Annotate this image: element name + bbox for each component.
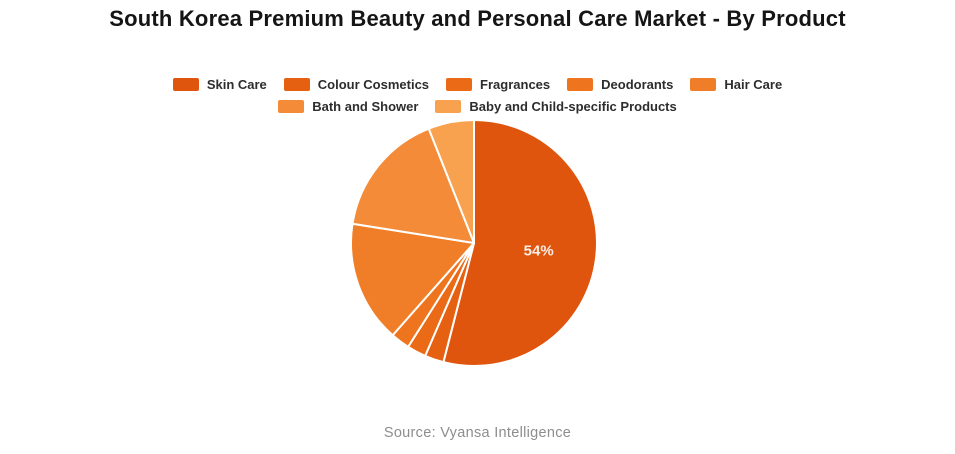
source-text: Source: Vyansa Intelligence <box>383 425 572 441</box>
legend-item-bath-and-shower[interactable]: Bath and Shower <box>278 99 418 114</box>
chart-title: South Korea Premium Beauty and Personal … <box>109 6 846 31</box>
legend-swatch-skin-care-icon <box>172 78 199 91</box>
legend-swatch-colour-cosmetics-icon <box>283 78 310 91</box>
legend-label-bath-and-shower: Bath and Shower <box>312 99 419 114</box>
legend-swatch-bath-and-shower-icon <box>278 100 305 113</box>
legend-label-baby-and-child-specific-products: Baby and Child-specific Products <box>469 99 677 114</box>
legend-item-fragrances[interactable]: Fragrances <box>446 77 550 92</box>
pie-slice-baby-and-child-specific-products[interactable] <box>427 119 475 244</box>
legend-label-fragrances: Fragrances <box>480 77 551 92</box>
legend-label-skin-care: Skin Care <box>206 77 267 92</box>
legend-item-deodorants[interactable]: Deodorants <box>567 77 673 92</box>
legend-swatch-baby-and-child-specific-products-icon <box>435 100 462 113</box>
legend-swatch-fragrances-icon <box>446 78 473 91</box>
legend-label-colour-cosmetics: Colour Cosmetics <box>317 77 430 92</box>
legend-label-hair-care: Hair Care <box>724 77 783 92</box>
chart-legend: Skin Care Colour Cosmetics Fragrances De… <box>138 77 818 114</box>
legend-swatch-hair-care-icon <box>690 78 717 91</box>
legend-item-baby-and-child-specific-products[interactable]: Baby and Child-specific Products <box>435 99 677 114</box>
pie-chart: 54% <box>350 119 598 367</box>
pie-slice-bath-and-shower[interactable] <box>351 127 475 244</box>
pie-slice-skin-care[interactable] <box>442 119 598 367</box>
pie-slice-hair-care[interactable] <box>350 222 475 337</box>
legend-label-deodorants: Deodorants <box>601 77 674 92</box>
legend-item-skin-care[interactable]: Skin Care <box>172 77 267 92</box>
legend-item-colour-cosmetics[interactable]: Colour Cosmetics <box>283 77 430 92</box>
legend-swatch-deodorants-icon <box>567 78 594 91</box>
legend-item-hair-care[interactable]: Hair Care <box>690 77 782 92</box>
